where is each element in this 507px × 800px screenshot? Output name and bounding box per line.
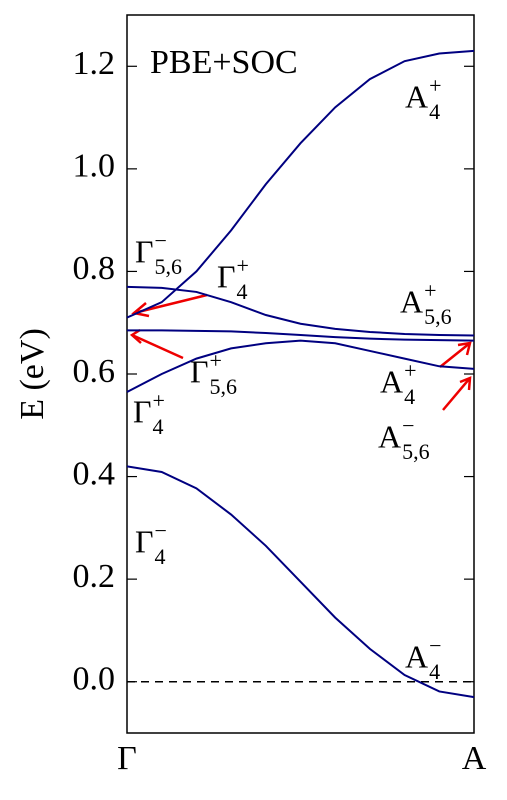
annotation-sub: 4 bbox=[237, 279, 248, 304]
annotation-base: A bbox=[405, 78, 428, 114]
annotation-sub: 4 bbox=[429, 99, 440, 124]
annotation-sub: 4 bbox=[155, 544, 166, 569]
annotation-sup: − bbox=[402, 413, 414, 438]
annotation-sub: 5,6 bbox=[155, 254, 183, 279]
annotation-base: Γ bbox=[133, 393, 152, 429]
y-tick-label: 0.6 bbox=[73, 353, 116, 390]
annotation-sup: + bbox=[237, 253, 249, 278]
arrow bbox=[131, 333, 184, 360]
annotation-sup: + bbox=[153, 388, 165, 413]
annotation-base: A bbox=[405, 638, 428, 674]
arrow bbox=[439, 342, 471, 368]
annotation-sub: 4 bbox=[153, 414, 164, 439]
annotation-sup: + bbox=[429, 73, 441, 98]
band-line bbox=[126, 465, 475, 699]
annotation-base: Γ bbox=[135, 233, 154, 269]
annotation-sup: − bbox=[155, 518, 167, 543]
arrow-head bbox=[131, 302, 150, 318]
arrow-head bbox=[457, 341, 472, 356]
band-line bbox=[126, 285, 475, 337]
arrow bbox=[442, 377, 471, 411]
annotation-sup: + bbox=[424, 278, 436, 303]
band-line bbox=[126, 49, 475, 319]
y-tick-label: 0.2 bbox=[73, 558, 116, 595]
arrow-head bbox=[129, 328, 142, 344]
y-tick-label: 0.4 bbox=[73, 455, 116, 492]
chart-title: PBE+SOC bbox=[150, 44, 298, 81]
y-tick-label: 1.2 bbox=[73, 45, 116, 82]
annotation-sub: 5,6 bbox=[424, 304, 452, 329]
plot-frame bbox=[126, 14, 475, 734]
x-tick-label: A bbox=[462, 740, 487, 777]
y-tick-label: 1.0 bbox=[73, 148, 116, 185]
y-tick-label: 0.0 bbox=[73, 661, 116, 698]
annotation-sub: 4 bbox=[429, 659, 440, 684]
annotation-base: Γ bbox=[135, 523, 154, 559]
band-line bbox=[127, 329, 475, 342]
x-tick-label: Γ bbox=[117, 740, 137, 777]
annotation-sub: 4 bbox=[404, 384, 415, 409]
annotation-sup: − bbox=[155, 228, 167, 253]
y-axis-label: E (eV) bbox=[14, 328, 51, 420]
annotation-sup: + bbox=[404, 358, 416, 383]
annotation-base: A bbox=[380, 363, 403, 399]
annotation-sup: − bbox=[429, 633, 441, 658]
arrow-head bbox=[459, 376, 472, 391]
annotation-base: Γ bbox=[217, 258, 236, 294]
annotation-sub: 5,6 bbox=[210, 374, 238, 399]
annotation-base: A bbox=[400, 283, 423, 319]
annotation-sup: + bbox=[210, 348, 222, 373]
y-tick-label: 0.8 bbox=[73, 250, 116, 287]
annotation-sub: 5,6 bbox=[402, 439, 430, 464]
annotation-base: Γ bbox=[190, 353, 209, 389]
annotation-base: A bbox=[378, 418, 401, 454]
band-line bbox=[126, 339, 475, 393]
